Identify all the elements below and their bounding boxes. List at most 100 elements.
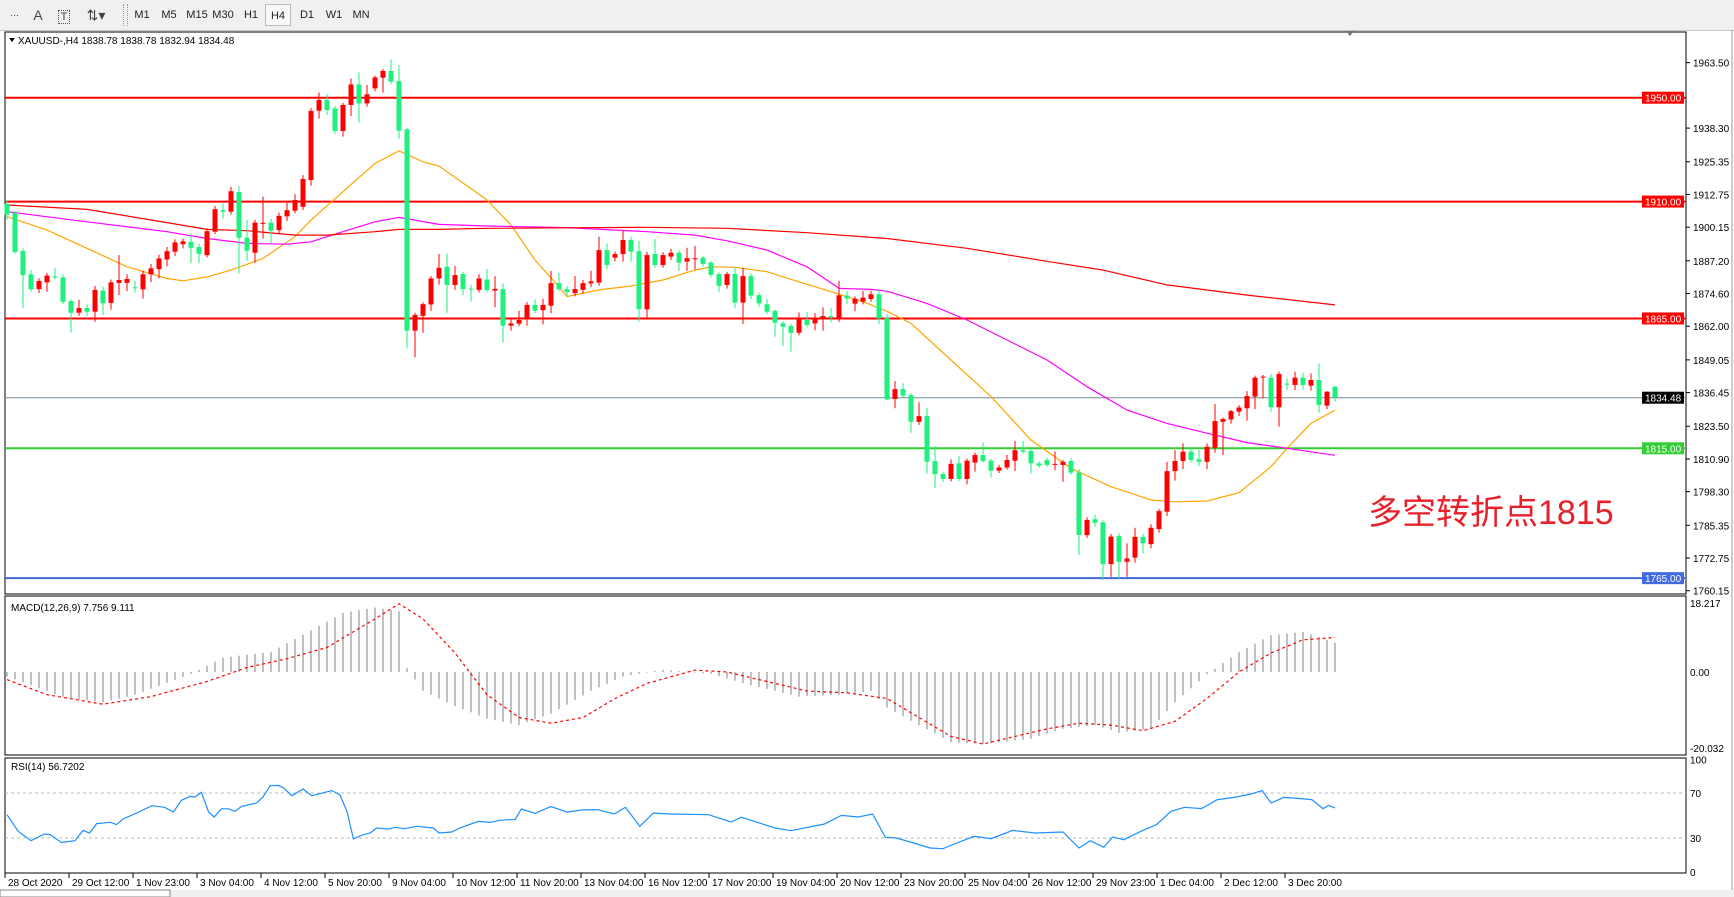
candle — [756, 292, 762, 307]
timeframe-m1[interactable]: M1 — [134, 9, 150, 21]
bottom-tab-strip[interactable] — [0, 890, 1734, 897]
last-price-tag: 1834.48 — [1645, 394, 1682, 405]
candle — [1316, 363, 1322, 413]
macd-axis-label: 0.00 — [1690, 668, 1710, 679]
chart-marks: 1963.50 1938.30 1925.35 1912.75 1900.15 1887.… — [0, 30, 1734, 897]
candle-body — [220, 210, 226, 212]
candle — [764, 298, 770, 314]
candle-body — [68, 301, 74, 313]
level-price-tag-bg — [1642, 91, 1684, 104]
candle-body — [364, 94, 370, 104]
time-axis-label: 9 Nov 04:00 — [392, 878, 446, 889]
level-price-tag: 1910.00 — [1645, 198, 1682, 209]
candle — [1268, 374, 1274, 412]
candle-body — [700, 257, 706, 264]
candle — [924, 407, 930, 474]
candle-body — [1252, 377, 1258, 397]
candle — [572, 276, 578, 297]
timeframe-mn[interactable]: MN — [352, 9, 370, 21]
time-axis-label: 23 Nov 20:00 — [904, 878, 964, 889]
candle — [532, 299, 538, 314]
candle — [972, 452, 978, 472]
candle — [644, 251, 650, 319]
candle-body — [228, 191, 234, 212]
candle-body — [28, 274, 34, 290]
textbox-icon-glyph: T — [57, 10, 71, 24]
time-axis-label: 1 Nov 23:00 — [136, 878, 190, 889]
timeframe-w1[interactable]: W1 — [325, 9, 343, 21]
candle — [1052, 451, 1058, 471]
candle-body — [204, 231, 210, 256]
time-axis-label: 28 Oct 2020 — [8, 878, 63, 889]
macd-title: MACD(12,26,9) 7.756 9.111 — [11, 603, 135, 614]
candle-body — [1012, 450, 1018, 461]
candle — [1252, 375, 1258, 410]
timeframe-m15[interactable]: M15 — [186, 9, 208, 21]
candle — [380, 69, 386, 93]
candle-body — [908, 395, 914, 422]
candle-body — [116, 280, 122, 283]
candle — [564, 285, 570, 297]
candle-body — [372, 77, 378, 89]
candle-body — [244, 237, 250, 251]
candle-body — [876, 294, 882, 319]
dropdown-triangle-icon[interactable] — [9, 38, 15, 42]
candle — [1036, 461, 1042, 468]
candle — [180, 238, 186, 249]
candle-body — [476, 278, 482, 290]
candle-body — [668, 252, 674, 257]
chart-tab[interactable] — [0, 889, 171, 897]
timeframe-d1[interactable]: D1 — [299, 9, 315, 21]
candle — [1180, 443, 1186, 470]
candle — [44, 272, 50, 292]
candle-body — [1084, 519, 1090, 536]
candle — [60, 274, 66, 305]
candle — [604, 243, 610, 270]
candle — [820, 307, 826, 331]
candle-body — [1156, 511, 1162, 530]
candle-body — [828, 316, 834, 318]
candle-body — [1300, 377, 1306, 385]
candle-body — [628, 240, 634, 252]
candle — [612, 251, 618, 262]
timeframe-h4[interactable]: H4 — [265, 4, 291, 26]
timeframe-m5[interactable]: M5 — [161, 9, 177, 21]
candle-body — [636, 251, 642, 310]
candle-body — [572, 289, 578, 293]
candle-body — [380, 70, 386, 78]
candle — [1140, 533, 1146, 554]
candle — [1292, 371, 1298, 391]
text-label-icon[interactable]: A — [26, 4, 50, 26]
candle-body — [756, 295, 762, 304]
candle-body — [956, 463, 962, 479]
candle — [628, 236, 634, 262]
arrows-icon[interactable]: ⇅▾ — [86, 7, 106, 23]
candle-body — [316, 100, 322, 111]
candle-body — [1196, 459, 1202, 462]
candle — [1028, 448, 1034, 474]
timeframe-m30[interactable]: M30 — [212, 9, 234, 21]
annotation-pivot-text: 多空转折点1815 — [1368, 494, 1614, 532]
candle-body — [620, 240, 626, 255]
candle-body — [692, 258, 698, 260]
candle-body — [428, 278, 434, 305]
candle-body — [300, 178, 306, 207]
candle — [828, 308, 834, 323]
period-separator-icon[interactable]: ⋯ — [10, 10, 19, 20]
price-axis-label: 1810.90 — [1693, 455, 1730, 466]
rsi-title: RSI(14) 56.7202 — [11, 762, 85, 773]
level-price-tag-bg — [1642, 195, 1684, 208]
time-axis-label: 13 Nov 04:00 — [584, 878, 644, 889]
candle-body — [4, 204, 10, 215]
text-box-icon[interactable]: T — [52, 4, 76, 26]
candle-body — [580, 283, 586, 290]
candle-body — [404, 129, 410, 331]
candle-body — [1316, 379, 1322, 405]
timeframe-h1[interactable]: H1 — [243, 9, 259, 21]
chart-shift-marker-icon[interactable] — [1346, 31, 1354, 36]
candle — [860, 290, 866, 305]
candle — [492, 276, 498, 308]
candle — [588, 270, 594, 288]
candle-body — [820, 316, 826, 319]
